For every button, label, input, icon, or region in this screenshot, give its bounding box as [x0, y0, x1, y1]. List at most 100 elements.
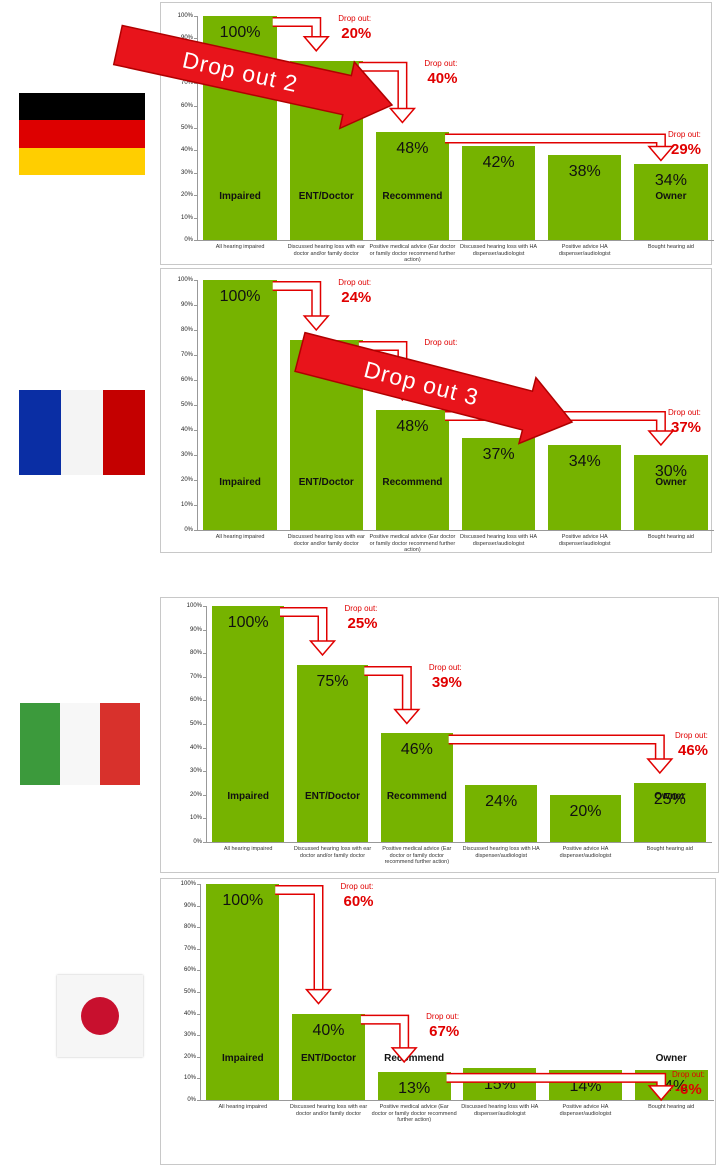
- bar: [375, 132, 450, 240]
- y-tick-label: 50%: [180, 402, 193, 408]
- bar: [380, 733, 453, 842]
- tick-mark: [197, 1056, 200, 1058]
- value-label: 38%: [568, 162, 601, 180]
- drop-arrow-head: [647, 1085, 675, 1102]
- annotation-value: 25%: [347, 615, 378, 632]
- x-tick-label: Discussed hearing loss with ear doctor a…: [287, 244, 365, 257]
- x-tick-label: All hearing impaired: [215, 534, 265, 540]
- bar-label: Impaired: [227, 791, 269, 803]
- annotation-label: Drop out:: [428, 663, 462, 672]
- flag-italy: [20, 703, 140, 785]
- bar-label: ENT/Doctor: [298, 191, 354, 203]
- tick-mark: [203, 629, 206, 631]
- bar-label: Recommend: [382, 476, 443, 488]
- tick-mark: [203, 818, 206, 820]
- y-tick-label: 50%: [189, 721, 202, 727]
- axis-line: [206, 606, 207, 842]
- x-tick-label: Positive medical advice (Ear doctor or f…: [371, 1104, 457, 1123]
- drop-arrow-head: [302, 36, 330, 52]
- bar: [206, 884, 280, 1100]
- annotation-value: 20%: [341, 25, 372, 42]
- bar: [461, 437, 536, 530]
- value-label: 30%: [654, 463, 687, 480]
- y-tick-label: 30%: [180, 169, 193, 176]
- bar-label: ENT/Doctor: [301, 1052, 356, 1064]
- y-tick-label: 90%: [183, 902, 196, 909]
- x-tick-label: Discussed hearing loss with ear doctor a…: [287, 534, 365, 547]
- bar: [461, 145, 536, 240]
- tick-mark: [194, 195, 197, 197]
- drop-arrow-body: [446, 1074, 665, 1088]
- value-label: 37%: [482, 445, 515, 463]
- value-label: 46%: [400, 741, 433, 759]
- tick-mark: [194, 430, 197, 431]
- y-tick-label: 20%: [183, 1053, 196, 1060]
- y-tick-label: 30%: [180, 452, 193, 458]
- bar: [548, 154, 622, 240]
- flag-germany: [19, 93, 145, 175]
- y-tick-label: 80%: [183, 924, 196, 931]
- annotation-value: 40%: [427, 69, 458, 87]
- big-arrow-shape: [294, 331, 574, 445]
- tick-mark: [194, 83, 197, 85]
- y-tick-label: 60%: [183, 967, 196, 974]
- drop-arrow-body: [272, 18, 320, 39]
- big-arrow: Drop out 2: [112, 24, 394, 130]
- axis-line: [200, 884, 201, 1100]
- annotation-label: Drop out:: [424, 58, 458, 68]
- x-tick-label: Positive medical advice (Ear doctor or f…: [369, 244, 456, 263]
- annotation-label: Drop out:: [426, 1011, 460, 1021]
- bar-label: Recommend: [386, 791, 447, 803]
- bar: [633, 783, 706, 842]
- y-tick-label: 70%: [183, 945, 196, 952]
- bar-label: Owner: [655, 1052, 687, 1064]
- value-label: 34%: [568, 453, 601, 470]
- drop-arrow-head: [304, 988, 333, 1005]
- bar: [548, 445, 622, 530]
- y-tick-label: 40%: [183, 1010, 196, 1017]
- flag-france: [19, 390, 145, 475]
- annotation-label: Drop out:: [344, 604, 378, 613]
- value-label: 42%: [482, 153, 515, 171]
- bar: [292, 1013, 365, 1100]
- flag-japan: [57, 975, 143, 1057]
- tick-mark: [194, 105, 197, 107]
- bar-label: Impaired: [221, 1052, 264, 1064]
- tick-mark: [194, 150, 197, 152]
- y-tick-label: 0%: [187, 1097, 196, 1103]
- drop-arrow-outline: [272, 281, 322, 318]
- tick-mark: [197, 1100, 200, 1101]
- y-tick-label: 50%: [183, 989, 196, 995]
- axis-line: [197, 16, 198, 240]
- x-tick-label: Bought hearing aid: [646, 846, 693, 852]
- drop-arrow-body: [358, 63, 406, 111]
- annotation-label: Drop out:: [338, 278, 372, 287]
- y-tick-label: 60%: [180, 377, 193, 383]
- tick-mark: [194, 305, 197, 306]
- bar-label: Owner: [655, 191, 687, 203]
- axis-line: [197, 280, 198, 530]
- bar: [634, 455, 708, 530]
- value-label: 100%: [227, 614, 269, 631]
- tick-mark: [194, 455, 197, 456]
- drop-arrow-body: [448, 735, 664, 761]
- drop-arrow-body: [280, 608, 326, 643]
- tick-mark: [194, 505, 197, 506]
- x-tick-label: Bought hearing aid: [647, 244, 694, 250]
- y-tick-label: 70%: [180, 80, 193, 87]
- value-label: 24%: [485, 793, 518, 811]
- bar-label: Owner: [654, 791, 686, 803]
- annotation-label: Drop out:: [672, 1069, 705, 1079]
- value-label: 34%: [654, 171, 687, 189]
- tick-mark: [194, 380, 197, 381]
- bar-label: Impaired: [219, 476, 261, 488]
- y-tick-label: 40%: [180, 427, 193, 433]
- drop-arrow-head: [388, 107, 417, 124]
- annotation-value: 67%: [429, 1022, 460, 1040]
- tick-mark: [203, 676, 206, 678]
- y-tick-label: 0%: [184, 527, 193, 533]
- axis-line: [197, 530, 714, 531]
- y-tick-label: 20%: [180, 192, 193, 199]
- y-tick-label: 100%: [186, 603, 202, 609]
